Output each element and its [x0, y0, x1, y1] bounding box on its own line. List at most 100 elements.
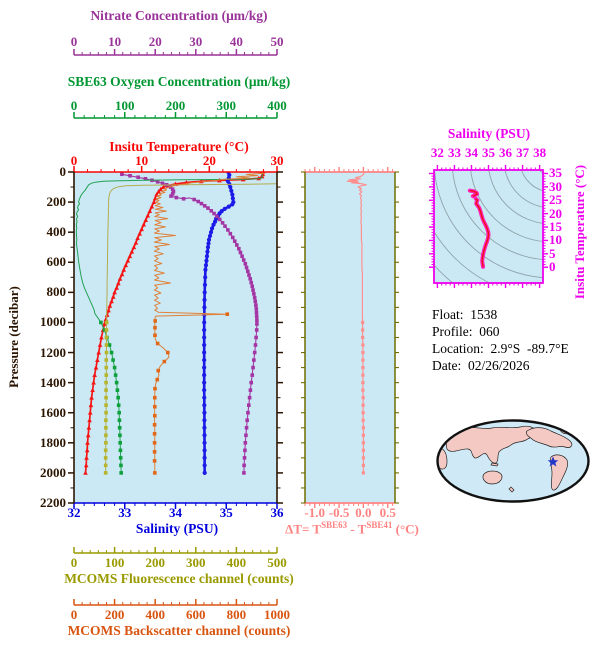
delta-t-tick-label: 0.0 [355, 505, 372, 520]
temperature-axis-title: Insitu Temperature (°C) [109, 139, 249, 154]
salinity-tick-label: 32 [67, 505, 81, 520]
pressure-tick-label: 800 [46, 284, 67, 300]
backscatter-tick-label: 600 [186, 607, 206, 622]
ts-salinity-tick-label: 35 [482, 145, 495, 160]
temperature-tick-label: 10 [135, 153, 149, 168]
float-id-label: Float: 1538 [432, 307, 498, 322]
oxygen-tick-label: 100 [115, 98, 135, 113]
ts-temperature-tick-label: 35 [549, 165, 562, 181]
temperature-axis [73, 166, 278, 173]
salinity-axis-title: Salinity (PSU) [135, 521, 219, 536]
float-position-star [547, 456, 559, 467]
nitrate-axis [73, 49, 278, 56]
delta-t-curve [346, 172, 367, 475]
delta-t-title-sup: SBE63 [321, 520, 348, 530]
pressure-tick-label: 1200 [40, 344, 66, 360]
ts-salinity-tick-label: 37 [516, 145, 530, 160]
pressure-tick-label: 2000 [40, 464, 66, 480]
pressure-tick-label: 600 [46, 254, 67, 270]
ts-temperature-tick-label: 30 [549, 178, 562, 194]
date-label: Date: 02/26/2026 [432, 358, 530, 373]
ts-temperature-axis-title: Insitu Temperature (°C) [572, 164, 587, 300]
salinity-tick-label: 36 [270, 505, 284, 520]
backscatter-axis [73, 599, 278, 606]
backscatter-tick-label: 800 [226, 607, 247, 622]
ts-plot-area [434, 170, 543, 283]
ts-temperature-tick-label: 15 [549, 219, 562, 235]
pressure-tick-label: 1800 [40, 434, 66, 450]
backscatter-profile-curve [152, 172, 266, 475]
backscatter-axis-title: MCOMS Backscatter channel (counts) [67, 623, 291, 638]
backscatter-tick-label: 200 [104, 607, 125, 622]
float-info-block: Float: 1538 Profile: 060 Location: 2.9°S… [432, 306, 569, 374]
backscatter-tick-label: 0 [70, 607, 78, 622]
ts-temperature-tick-label: 25 [549, 192, 562, 208]
pressure-tick-label: 2200 [40, 495, 66, 510]
nitrate-tick-label: 30 [189, 34, 203, 49]
ts-panel-axes [429, 165, 548, 288]
delta-t-plot-area [305, 172, 395, 503]
salinity-axis [73, 502, 278, 509]
backscatter-tick-label: 400 [145, 607, 165, 622]
salinity-tick-label: 34 [169, 505, 182, 520]
temperature-tick-label: 20 [202, 153, 216, 168]
nitrate-tick-label: 10 [108, 34, 122, 49]
delta-t-tick-label: 0.5 [379, 505, 396, 520]
pressure-tick-label: 200 [46, 194, 67, 210]
ts-temperature-tick-label: 5 [549, 245, 556, 261]
nitrate-axis-title: Nitrate Concentration (μm/kg) [90, 8, 268, 23]
pressure-tick-label: 1000 [40, 314, 66, 330]
location-label: Location: 2.9°S -89.7°E [432, 341, 569, 356]
profile-id-label: Profile: 060 [432, 324, 500, 339]
temperature-tick-label: 30 [270, 153, 284, 168]
ts-salinity-tick-label: 32 [430, 145, 444, 160]
delta-t-tick-label: -0.5 [328, 505, 350, 520]
nitrate-tick-label: 20 [148, 34, 162, 49]
fluorescence-tick-label: 200 [145, 555, 165, 570]
delta-t-title-part: (°C) [392, 521, 419, 537]
fluorescence-tick-label: 500 [267, 555, 287, 570]
temperature-tick-label: 0 [70, 153, 78, 168]
map-landmasses [439, 424, 573, 493]
pressure-axis [68, 171, 283, 504]
temperature-profile-curve [83, 172, 266, 475]
ts-salinity-tick-label: 34 [464, 145, 478, 160]
nitrate-profile-curve [120, 172, 259, 475]
delta-t-tick-label: -1.0 [304, 505, 326, 520]
fluorescence-axis [73, 547, 278, 554]
pressure-tick-label: 400 [46, 224, 67, 240]
fluorescence-tick-label: 400 [226, 555, 247, 570]
ts-temperature-tick-label: 20 [549, 205, 562, 221]
oxygen-tick-label: 300 [216, 98, 237, 113]
oxygen-tick-label: 400 [267, 98, 287, 113]
ts-salinity-axis-title: Salinity (PSU) [447, 126, 531, 141]
delta-t-title-part: - T [347, 521, 367, 537]
nitrate-tick-label: 50 [270, 34, 284, 49]
backscatter-tick-label: 1000 [264, 607, 290, 622]
ts-temperature-tick-label: 10 [549, 232, 562, 248]
oxygen-tick-label: 0 [70, 98, 78, 113]
nitrate-tick-label: 40 [229, 34, 243, 49]
salinity-profile-curve [202, 172, 236, 476]
delta-t-title-sup: SBE41 [366, 520, 393, 530]
salinity-tick-label: 35 [219, 505, 233, 520]
fluorescence-profile-curve [103, 183, 277, 475]
fluorescence-tick-label: 100 [104, 555, 125, 570]
salinity-tick-label: 33 [118, 505, 132, 520]
pressure-tick-label: 0 [59, 164, 67, 179]
delta-t-title-part: ΔT= T [285, 521, 322, 537]
oxygen-profile-curve [75, 172, 263, 475]
nitrate-tick-label: 0 [70, 34, 78, 49]
fluorescence-tick-label: 0 [70, 555, 78, 570]
world-map [436, 419, 590, 503]
oxygen-axis-title: SBE63 Oxygen Concentration (μm/kg) [67, 74, 291, 89]
oxygen-axis [73, 112, 278, 119]
delta-t-panel-axes [301, 167, 399, 508]
delta-t-axis-title: ΔT= TSBE63 - TSBE41 (°C) [285, 520, 419, 537]
oxygen-tick-label: 200 [165, 98, 186, 113]
pressure-tick-label: 1400 [40, 374, 66, 390]
pressure-axis-title: Pressure (decibar) [6, 286, 21, 388]
main-plot-area [74, 172, 277, 503]
